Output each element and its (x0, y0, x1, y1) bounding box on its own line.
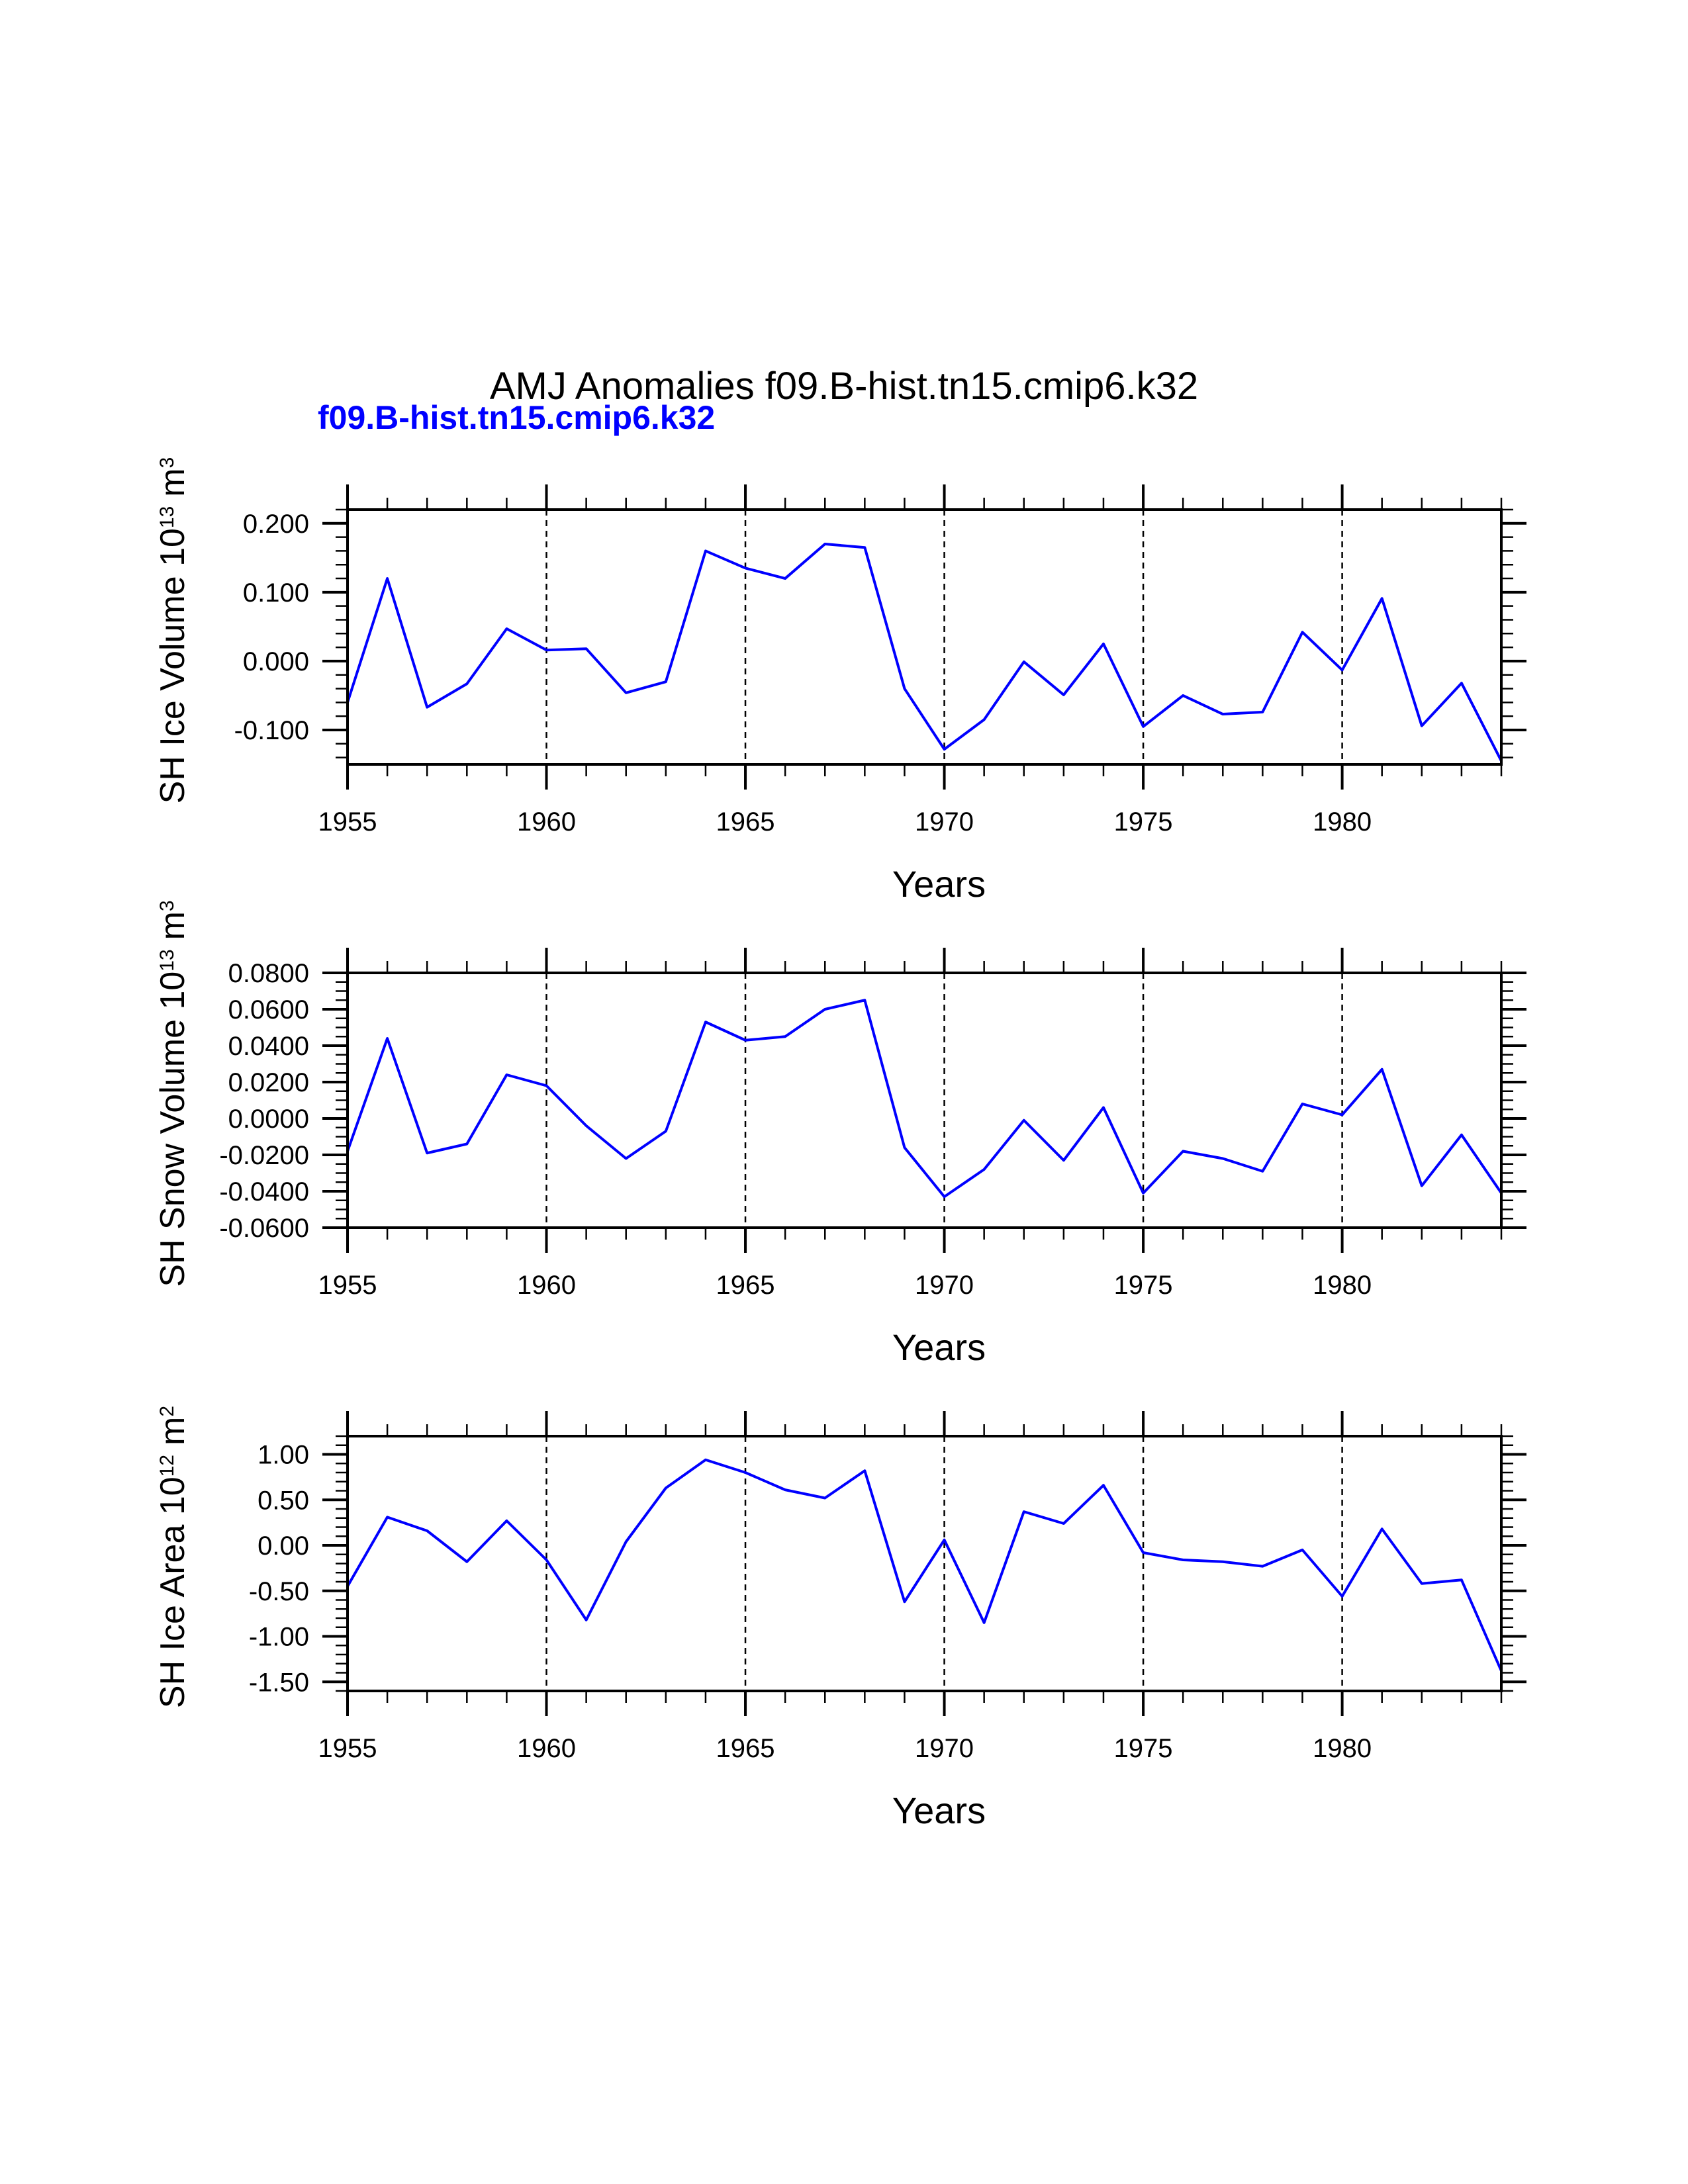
y-ticks-0: 0.200 0.100 0.000 -0.100 (234, 508, 1526, 758)
y-tick-label: 0.0800 (228, 959, 309, 988)
x-tick-label: 1960 (517, 807, 576, 837)
x-tick-label: 1955 (318, 1271, 377, 1300)
y-tick-label: -0.0400 (219, 1177, 309, 1206)
panel-snow-volume: 0.0800 0.0600 0.0400 0.0200 0.0000 -0.0200 -0.… (154, 900, 1526, 1368)
y-tick-label: -0.0600 (219, 1214, 309, 1243)
series-line-ice-volume (346, 543, 1503, 762)
y-ticks-2: 1.00 0.50 0.00 -0.50 -1.00 -1.50 (249, 1435, 1526, 1697)
x-grid-lines-1 (545, 973, 1343, 1228)
y-tick-label: -1.50 (249, 1668, 309, 1697)
x-tick-label: 1960 (517, 1734, 576, 1763)
y-ticks-1: 0.0800 0.0600 0.0400 0.0200 0.0000 -0.0200 -0.… (219, 959, 1526, 1243)
y-tick-label: -0.100 (234, 716, 309, 745)
x-grid-lines-0 (545, 510, 1343, 764)
x-axis-label-0: Years (892, 863, 986, 905)
x-tick-label: 1975 (1114, 1734, 1173, 1763)
x-tick-label: 1965 (716, 1734, 775, 1763)
x-grid-lines-2 (545, 1436, 1343, 1691)
x-tick-label: 1975 (1114, 807, 1173, 837)
y-axis-label-1: SH Snow Volume 1013m3 (154, 900, 192, 1287)
y-tick-label: 0.0200 (228, 1068, 309, 1097)
x-tick-label: 1980 (1313, 1271, 1372, 1300)
y-tick-label: -0.0200 (219, 1141, 309, 1170)
x-tick-label: 1955 (318, 1734, 377, 1763)
plot-frame-2 (346, 1435, 1503, 1692)
x-tick-label: 1960 (517, 1271, 576, 1300)
x-tick-label: 1970 (915, 1734, 974, 1763)
x-tick-label: 1965 (716, 1271, 775, 1300)
x-tick-label: 1980 (1313, 807, 1372, 837)
y-axis-label-0: SH Ice Volume 1013m3 (154, 457, 192, 804)
y-tick-label: 0.0600 (228, 995, 309, 1024)
y-tick-label: 0.0400 (228, 1032, 309, 1061)
y-tick-label: -1.00 (249, 1623, 309, 1652)
y-axis-label-2: SH Ice Area 1012m2 (154, 1406, 192, 1708)
x-ticks-2: 1955 1960 1965 1970 1975 1980 (318, 1411, 1503, 1763)
x-tick-label: 1965 (716, 807, 775, 837)
x-tick-label: 1970 (915, 1271, 974, 1300)
x-tick-label: 1975 (1114, 1271, 1173, 1300)
x-axis-label-1: Years (892, 1326, 986, 1368)
y-tick-label: 0.100 (243, 578, 309, 608)
y-tick-label: -0.50 (249, 1577, 309, 1606)
x-ticks-0: 1955 1960 1965 1970 1975 1980 (318, 484, 1503, 837)
series-line-snow-volume (346, 999, 1503, 1199)
x-tick-label: 1980 (1313, 1734, 1372, 1763)
series-line-ice-area (346, 1458, 1503, 1672)
plot-frame-1 (346, 972, 1503, 1229)
y-tick-label: 0.50 (258, 1486, 309, 1515)
x-axis-label-2: Years (892, 1790, 986, 1831)
x-tick-label: 1955 (318, 807, 377, 837)
y-tick-label: 1.00 (258, 1441, 309, 1470)
y-tick-label: 0.0000 (228, 1105, 309, 1134)
run-subtitle: f09.B-hist.tn15.cmip6.k32 (318, 399, 715, 436)
panel-ice-area: 1.00 0.50 0.00 -0.50 -1.00 -1.50 1955 1960 1965… (154, 1406, 1526, 1831)
x-ticks-1: 1955 1960 1965 1970 1975 1980 (318, 948, 1503, 1300)
plot-frame-0 (346, 508, 1503, 766)
x-tick-label: 1970 (915, 807, 974, 837)
figure-title: AMJ Anomalies f09.B-hist.tn15.cmip6.k32 (490, 365, 1198, 408)
y-tick-label: 0.000 (243, 647, 309, 676)
y-tick-label: 0.200 (243, 510, 309, 539)
y-tick-label: 0.00 (258, 1531, 309, 1561)
